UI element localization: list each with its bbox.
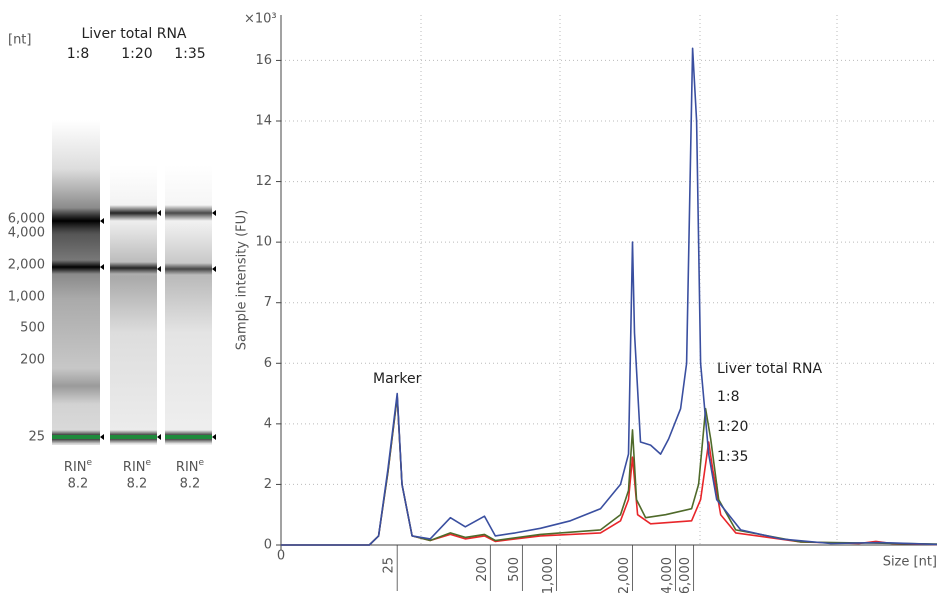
rin-value: 8.2 [180,477,201,492]
figure: [nt] Liver total RNA 0 2 4 6 7 10 12 14 16 ×10³ Sa… [0,0,940,593]
gel-title: Liver total RNA [81,26,186,42]
x-tick-label: 4,000 [660,557,675,593]
gel-unit: [nt] [8,33,31,48]
gel-size-label: 1,000 [8,290,45,305]
gel-size-label: 6,000 [8,212,45,227]
rin-superscript: e [87,458,93,468]
y-tick-label: 10 [255,235,272,250]
rin-value: 8.2 [68,477,89,492]
gel-lane-label: 1:8 [67,46,90,62]
gel-size-label: 200 [20,353,45,368]
gel-size-label: 25 [28,430,45,445]
y-tick-label: 6 [264,356,272,371]
rin-value: 8.2 [127,477,148,492]
x-tick-label: 25 [382,557,397,574]
legend-title: Liver total RNA [717,361,822,377]
rin-label: RINe [176,458,205,475]
rin-superscript: e [199,458,205,468]
x-tick-label: 200 [475,557,490,582]
rin-label: RINe [64,458,93,475]
x-tick-label: 1,000 [541,557,556,593]
rin-text: RIN [176,460,199,475]
gel-band [52,368,100,404]
gel-band [110,262,157,274]
gel-band [52,208,100,234]
gel-band [52,260,100,274]
x-tick-label: 2,000 [617,557,632,593]
y-tick-label: 7 [264,295,272,310]
rin-superscript: e [146,458,152,468]
gel-lane-label: 1:35 [174,46,205,62]
annotation: Marker [373,371,422,387]
gel-size-label: 500 [20,321,45,336]
series-line [281,48,937,545]
x-tick-label: 6,000 [678,557,693,593]
legend-entry: 1:20 [717,419,748,435]
y-tick-label: 0 [264,538,272,553]
gel-band [165,263,212,275]
rin-label: RINe [123,458,152,475]
legend-entry: 1:8 [717,389,740,405]
y-tick-label: 4 [264,416,272,431]
x-axis-label: Size [nt] [883,555,937,570]
gel-size-label: 4,000 [8,226,45,241]
y-tick-label: 12 [255,174,272,189]
series-line [281,397,937,545]
legend-entry: 1:35 [717,449,748,465]
gel-band [110,205,157,221]
y-tick-label: 2 [264,477,272,492]
y-axis-label: Sample intensity (FU) [235,210,250,351]
x-tick-label: 500 [507,557,522,582]
y-tick-label: 14 [255,114,272,129]
gel-band [165,205,212,221]
gel-marker-band [165,435,212,439]
x-tick-label: 0 [277,549,285,564]
gel-marker-band [52,435,100,439]
gel-size-label: 2,000 [8,258,45,273]
y-tick-label: 16 [255,53,272,68]
rin-text: RIN [123,460,146,475]
rin-text: RIN [64,460,87,475]
y-multiplier: ×10³ [244,12,277,27]
gel-marker-band [110,435,157,439]
gel-lane-label: 1:20 [121,46,152,62]
plot: 0 2 4 6 7 10 12 14 16 ×10³ Sample intensity (FU) Si… [235,12,938,593]
